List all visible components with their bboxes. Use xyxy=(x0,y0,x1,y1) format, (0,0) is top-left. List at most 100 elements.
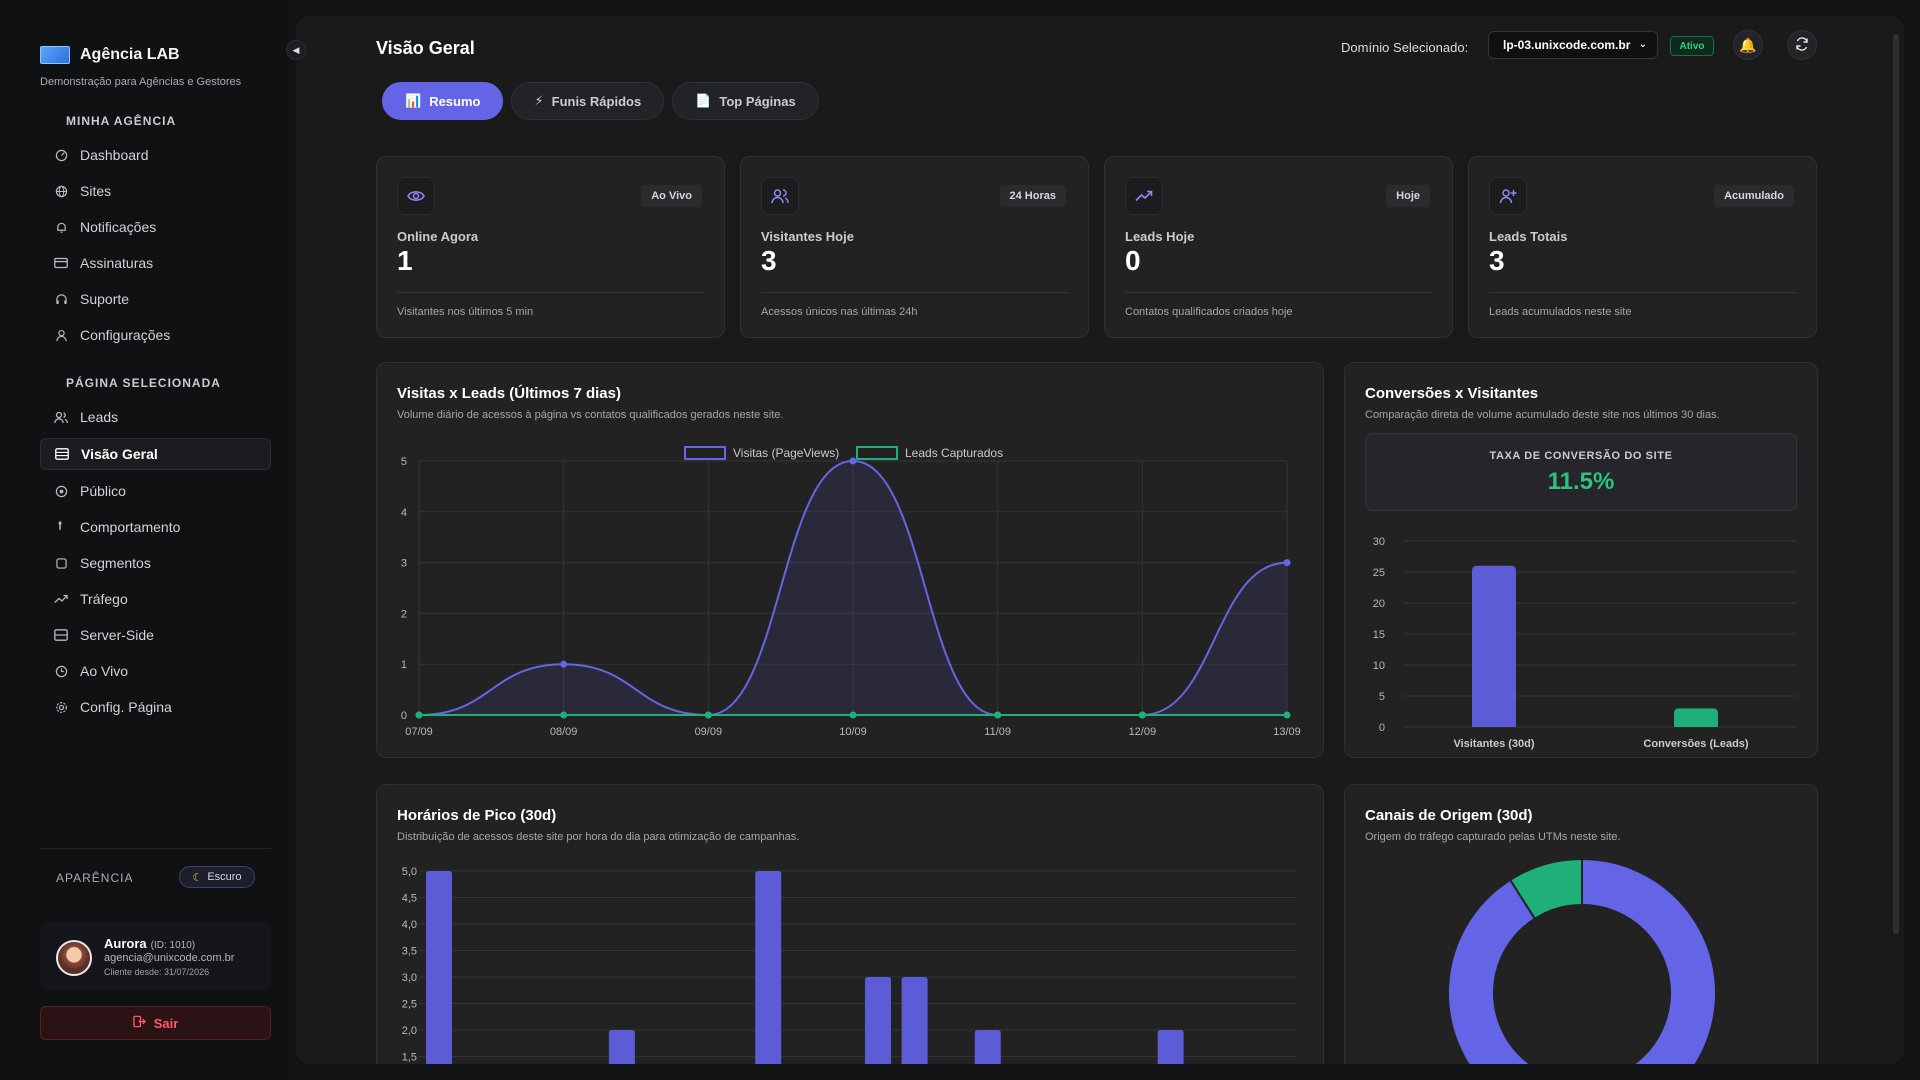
sidebar-item-comportamento[interactable]: Comportamento xyxy=(40,511,271,543)
bar xyxy=(608,1030,635,1064)
sidebar-item-publico[interactable]: Público xyxy=(40,475,271,507)
sidebar-item-suporte[interactable]: Suporte xyxy=(40,283,271,315)
kpi-divider xyxy=(397,292,704,293)
sidebar-item-segmentos[interactable]: Segmentos xyxy=(40,547,271,579)
sidebar-item-label: Dashboard xyxy=(80,147,149,163)
notifications-button[interactable]: 🔔 xyxy=(1733,30,1763,60)
kpi-label: Online Agora xyxy=(397,229,479,244)
scrollbar[interactable] xyxy=(1893,34,1899,934)
pie-slice xyxy=(1447,857,1717,1064)
kpi-label: Leads Hoje xyxy=(1125,229,1195,244)
y-tick-label: 3,0 xyxy=(402,972,417,984)
card-subtitle: Distribuição de acessos deste site por h… xyxy=(397,831,800,843)
chevron-left-icon: ◀ xyxy=(292,44,300,55)
domain-label: Domínio Selecionado: xyxy=(1341,40,1469,55)
kpi-value: 0 xyxy=(1125,245,1141,276)
data-point xyxy=(560,660,568,668)
kpi-description: Visitantes nos últimos 5 min xyxy=(397,306,534,318)
sidebar-item-label: Suporte xyxy=(80,291,130,307)
kpi-value: 3 xyxy=(761,245,777,276)
refresh-button[interactable] xyxy=(1787,30,1817,60)
legend-label: Visitas (PageViews) xyxy=(733,446,839,460)
conversion-rate-box: TAXA DE CONVERSÃO DO SITE 11.5% xyxy=(1365,433,1797,511)
visits-leads-card: Visitas x Leads (Últimos 7 dias) Volume … xyxy=(376,362,1324,758)
logout-button[interactable]: Sair xyxy=(40,1006,271,1040)
sidebar-item-ao-vivo[interactable]: Ao Vivo xyxy=(40,655,271,687)
server-icon xyxy=(54,628,68,642)
data-point xyxy=(415,711,423,719)
tab-funis-rapidos[interactable]: ⚡ Funis Rápidos xyxy=(511,82,665,120)
trending-icon xyxy=(54,592,68,606)
sidebar-item-sites[interactable]: Sites xyxy=(40,175,271,207)
kpi-divider xyxy=(1125,292,1432,293)
section-title-page: PÁGINA SELECIONADA xyxy=(66,376,221,390)
target-icon xyxy=(54,484,68,498)
y-tick-label: 2,0 xyxy=(402,1025,417,1037)
user-name: Aurora xyxy=(104,936,147,951)
avatar xyxy=(56,940,92,976)
x-tick-label: 09/09 xyxy=(695,726,723,738)
headset-icon xyxy=(54,292,68,306)
y-tick-label: 4,0 xyxy=(402,919,417,931)
kpi-label: Leads Totais xyxy=(1489,229,1568,244)
tab-resumo[interactable]: 📊 Resumo xyxy=(382,82,504,120)
conversions-card: Conversões x Visitantes Comparação diret… xyxy=(1344,362,1818,758)
x-tick-label: 13/09 xyxy=(1273,726,1301,738)
sidebar-item-label: Config. Página xyxy=(80,699,172,715)
card-title: Visitas x Leads (Últimos 7 dias) xyxy=(397,385,621,402)
collapse-sidebar-button[interactable]: ◀ xyxy=(286,40,306,60)
layout-icon xyxy=(55,447,69,461)
sidebar-item-visao-geral[interactable]: Visão Geral xyxy=(40,438,271,470)
peak-hours-chart: 1,5 2,0 2,5 3,0 3,5 4,0 4,5 5,0 xyxy=(402,866,1297,1064)
brand-subtitle: Demonstração para Agências e Gestores xyxy=(40,76,242,88)
y-tick-label: 4,5 xyxy=(402,893,417,905)
data-point xyxy=(994,711,1002,719)
data-point xyxy=(560,711,568,719)
sidebar-item-label: Assinaturas xyxy=(80,255,154,271)
pie-slice xyxy=(1508,857,1583,921)
tab-top-paginas[interactable]: 📄 Top Páginas xyxy=(672,82,819,120)
conversion-rate-value: 11.5% xyxy=(1547,468,1615,495)
sidebar-item-leads[interactable]: Leads xyxy=(40,401,271,433)
x-tick-label: 08/09 xyxy=(550,726,578,738)
user-card: Aurora (ID: 1010) agencia@unixcode.com.br… xyxy=(40,922,271,990)
bar xyxy=(974,1030,1001,1064)
bar xyxy=(865,977,891,1064)
visits-leads-chart: 0 1 2 3 4 5 07/09 08/09 09/09 10/09 11/09 12/09 13/0… xyxy=(401,446,1301,738)
bar xyxy=(901,977,928,1064)
channels-donut-chart xyxy=(1447,857,1717,1064)
peak-hours-card: Horários de Pico (30d) Distribuição de a… xyxy=(376,784,1324,1064)
bar xyxy=(1472,565,1516,727)
legend-label: Leads Capturados xyxy=(905,446,1003,460)
sidebar-item-assinaturas[interactable]: Assinaturas xyxy=(40,247,271,279)
appearance-label: APARÊNCIA xyxy=(56,871,134,885)
kpi-label: Visitantes Hoje xyxy=(761,229,854,244)
y-tick-label: 5,0 xyxy=(402,866,417,878)
sidebar-item-configuracoes[interactable]: Configurações xyxy=(40,319,271,351)
clock-icon xyxy=(54,664,68,678)
y-tick-label: 30 xyxy=(1373,536,1385,548)
kpi-leads-today: Hoje Leads Hoje 0 Contatos qualificados … xyxy=(1104,156,1453,338)
y-tick-label: 4 xyxy=(401,507,407,519)
sidebar-item-server-side[interactable]: Server-Side xyxy=(40,619,271,651)
y-tick-label: 2 xyxy=(401,608,407,620)
kpi-tag: 24 Horas xyxy=(999,185,1066,207)
sidebar-item-dashboard[interactable]: Dashboard xyxy=(40,139,271,171)
data-point xyxy=(1283,559,1291,567)
conversions-chart: 0 5 10 15 20 25 30 Visitantes (30d) Conversões (… xyxy=(1373,536,1797,750)
user-cog-icon xyxy=(54,328,68,342)
legend-swatch xyxy=(684,446,726,460)
theme-toggle[interactable]: ☾ Escuro xyxy=(179,866,255,888)
y-tick-label: 25 xyxy=(1373,567,1385,579)
brand[interactable]: Agência LAB xyxy=(40,46,180,64)
chevron-down-icon: ⌄ xyxy=(1638,39,1647,50)
domain-select[interactable]: lp-03.unixcode.com.br ⌄ xyxy=(1488,31,1658,59)
sidebar-item-notificacoes[interactable]: Notificações xyxy=(40,211,271,243)
brand-name: Agência LAB xyxy=(80,46,180,63)
data-point xyxy=(1283,711,1291,719)
card-title: Canais de Origem (30d) xyxy=(1365,807,1533,824)
sidebar-item-config-pagina[interactable]: Config. Página xyxy=(40,691,271,723)
sidebar-item-trafego[interactable]: Tráfego xyxy=(40,583,271,615)
card-title: Conversões x Visitantes xyxy=(1365,385,1539,402)
sidebar-item-label: Sites xyxy=(80,183,112,199)
